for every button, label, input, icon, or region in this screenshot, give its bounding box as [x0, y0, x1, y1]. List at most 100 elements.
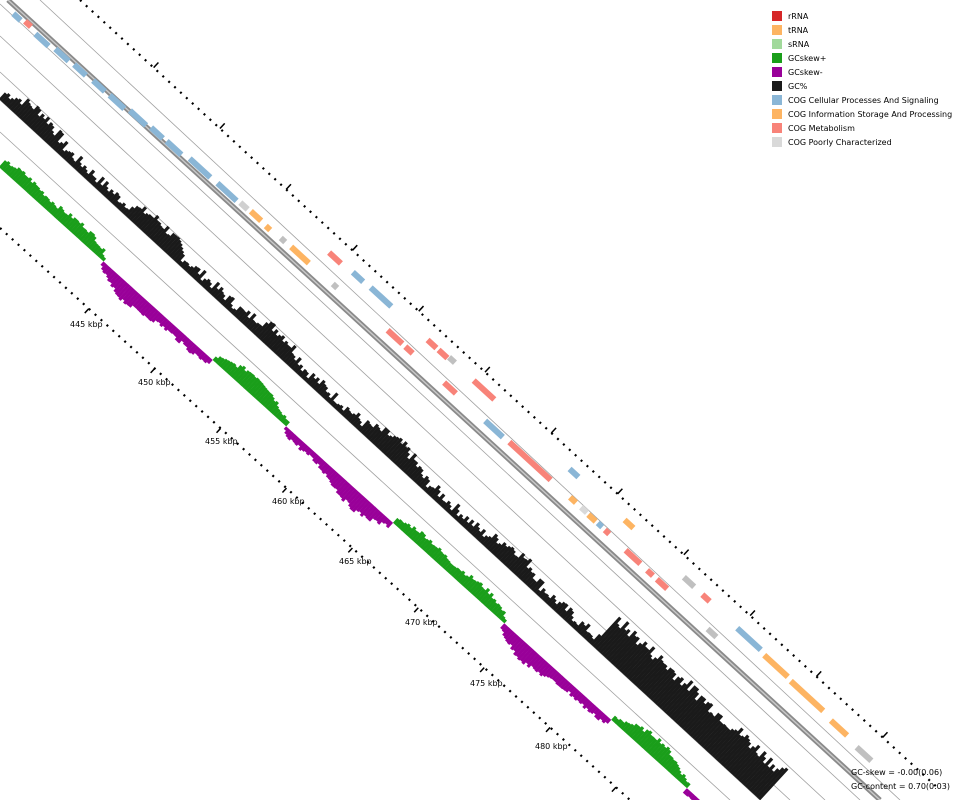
gc-skew-neg-bar [351, 496, 367, 513]
gc-bar [711, 729, 738, 758]
cog-feature [828, 718, 850, 738]
gc-skew-neg-bar [562, 681, 572, 691]
gc-skew-pos-bar [18, 176, 30, 188]
gc-bar [508, 552, 526, 571]
gc-skew-pos-bar [268, 400, 279, 413]
gc-skew-pos-bar [225, 362, 237, 375]
inner-major-tick [479, 667, 485, 673]
gc-skew-pos-bar [12, 169, 24, 182]
gc-skew-pos-bar [0, 160, 8, 170]
gc-skew-neg-bar [305, 448, 313, 456]
gc-bar [256, 321, 274, 339]
gc-bar [148, 224, 163, 240]
cog-feature [403, 344, 415, 356]
gc-bar [144, 219, 160, 236]
gc-bar [155, 232, 168, 246]
cog-feature [645, 568, 655, 578]
gc-bar [301, 371, 310, 380]
gc-bar [605, 634, 630, 661]
outer-major-ticks [153, 62, 889, 738]
legend-swatch [772, 53, 782, 63]
guide-line [0, 35, 826, 800]
gc-bar [537, 587, 546, 597]
gc-bar [698, 720, 722, 746]
gc-bar [391, 445, 408, 463]
gc-skew-pos-bar [457, 574, 467, 584]
gc-skew-pos-bar [644, 738, 658, 753]
gc-skew-neg-bar [500, 623, 507, 631]
gc-bar [413, 473, 424, 484]
gc-bar [570, 620, 577, 628]
gc-skew-pos-bar [277, 413, 284, 421]
gc-bar [358, 420, 371, 433]
gc-skew-neg-bar [301, 444, 309, 452]
gc-bar [647, 669, 676, 699]
gc-skew-neg-bar [332, 476, 345, 489]
gc-bar [82, 172, 89, 179]
gc-skew-neg-bar [284, 428, 291, 435]
gc-skew-pos-bar [426, 544, 437, 556]
gc-skew-neg-bar [194, 347, 202, 356]
gc-bar [122, 207, 130, 215]
gc-bar [621, 646, 648, 675]
cog-feature [436, 347, 450, 361]
gc-bar [674, 698, 697, 724]
cog-feature [330, 281, 340, 291]
gc-bar [404, 460, 419, 476]
cog-feature [471, 378, 497, 402]
gc-skew-pos-bar [671, 766, 681, 777]
gc-skew-neg-bar [593, 707, 601, 715]
gc-skew-neg-bar [559, 679, 570, 690]
gc-bar [663, 680, 694, 713]
gc-skew-pos-bar [477, 587, 491, 602]
gc-bar [724, 741, 752, 770]
gc-bar [448, 503, 461, 516]
inner-major-tick [611, 786, 617, 793]
gc-skew-neg-bar [348, 492, 362, 508]
gc-bar [594, 623, 620, 650]
gc-skew-pos-bar [212, 356, 219, 363]
gc-skew-pos-bar [217, 357, 226, 367]
gc-skew-neg-bar [100, 261, 106, 267]
cog-feature [622, 517, 636, 531]
gc-skew-neg-bar [162, 319, 171, 328]
gc-bar [58, 149, 65, 156]
gc-skew-neg-bar [576, 693, 585, 702]
gc-bar [80, 168, 88, 177]
gc-bar [170, 246, 184, 260]
cog-feature [507, 439, 553, 483]
gc-skew-pos-bar [38, 195, 49, 206]
gc-skew-pos-bar [279, 414, 287, 423]
gc-bar [111, 194, 121, 205]
gc-skew-neg-bar [521, 649, 536, 665]
gc-bar [106, 192, 115, 201]
gc-bar [31, 117, 46, 132]
gc-bar [113, 200, 120, 207]
gc-bar [157, 233, 171, 248]
gc-skew-pos-bar [221, 360, 231, 371]
gc-bar [131, 206, 148, 224]
gc-skew-pos-bar [1, 161, 11, 172]
gc-skew-neg-bar [542, 665, 554, 678]
gc-skew-pos-bar [488, 601, 498, 612]
gc-bar [433, 495, 440, 502]
cog-feature [442, 380, 458, 396]
outer-major-tick [351, 244, 358, 251]
gc-skew-pos-bar [25, 181, 37, 194]
gc-skew-pos-bar [74, 226, 85, 238]
gc-skew-neg-bar [594, 709, 603, 719]
gc-skew-neg-bar [501, 625, 509, 633]
gc-skew-neg-bar [185, 341, 195, 352]
gc-skew-neg-bar [530, 655, 543, 668]
scale-label: 455 kbp [205, 437, 238, 446]
gc-skew-pos-bar [23, 181, 33, 192]
gc-skew-pos-bar [493, 605, 503, 616]
gc-skew-neg-bar [526, 653, 541, 668]
gc-bar [442, 500, 451, 510]
gc-skew-neg-bar [347, 490, 360, 504]
gc-skew-neg-bar [167, 323, 175, 332]
gc-skew-neg-bar [134, 297, 146, 310]
gc-skew-neg-bar [355, 498, 369, 513]
gc-bar [151, 227, 165, 242]
gc-bar [669, 687, 700, 719]
